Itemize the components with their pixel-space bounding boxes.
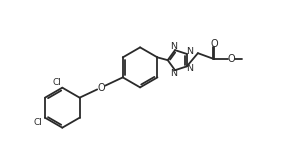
Text: O: O	[228, 54, 235, 64]
Text: N: N	[170, 69, 177, 78]
Text: O: O	[210, 39, 218, 49]
Text: O: O	[97, 83, 105, 92]
Text: Cl: Cl	[34, 118, 42, 127]
Text: Cl: Cl	[53, 78, 62, 87]
Text: N: N	[186, 47, 193, 56]
Text: N: N	[170, 42, 177, 51]
Text: N: N	[186, 64, 193, 73]
